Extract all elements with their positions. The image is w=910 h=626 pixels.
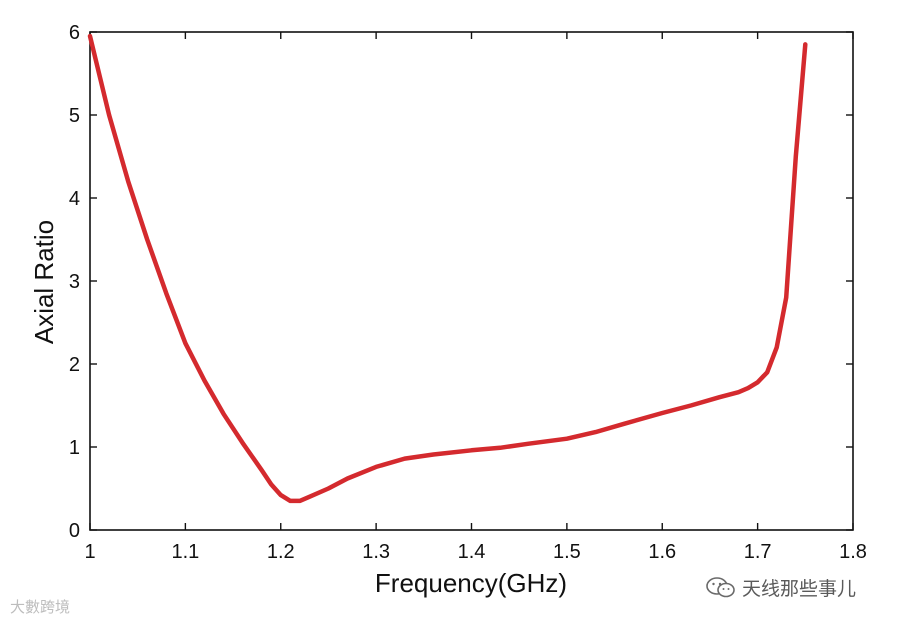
y-axis-label: Axial Ratio [29,220,59,344]
y-tick-label: 3 [69,271,80,293]
y-tick-labels: 0 1 2 3 4 5 6 [69,22,80,542]
y-tick-label: 6 [69,22,80,44]
x-tick-label: 1.6 [648,541,676,563]
watermark-right-text: 天线那些事儿 [742,578,857,600]
plot-area [89,31,854,531]
x-tick-label: 1 [84,541,95,563]
y-tick-label: 1 [69,437,80,459]
x-tick-label: 1.1 [171,541,199,563]
watermark-right: 天线那些事儿 [706,574,856,601]
x-tick-label: 1.7 [744,541,772,563]
axis-ticks [89,31,854,531]
x-tick-label: 1.4 [458,541,486,563]
x-tick-labels: 1 1.1 1.2 1.3 1.4 1.5 1.6 1.7 1.8 [84,541,866,563]
axial-ratio-series-line [87,33,808,504]
y-tick-label: 5 [69,105,80,127]
y-tick-label: 4 [69,188,80,210]
x-axis-label: Frequency(GHz) [375,568,567,598]
y-tick-label: 0 [69,520,80,542]
y-tick-label: 2 [69,354,80,376]
x-tick-label: 1.8 [839,541,867,563]
x-tick-label: 1.5 [553,541,581,563]
watermark-left: 大數跨境 [10,596,70,617]
watermark-left-text: 大數跨境 [10,598,71,616]
wechat-icon [706,576,735,597]
x-tick-label: 1.3 [362,541,390,563]
x-tick-label: 1.2 [267,541,295,563]
